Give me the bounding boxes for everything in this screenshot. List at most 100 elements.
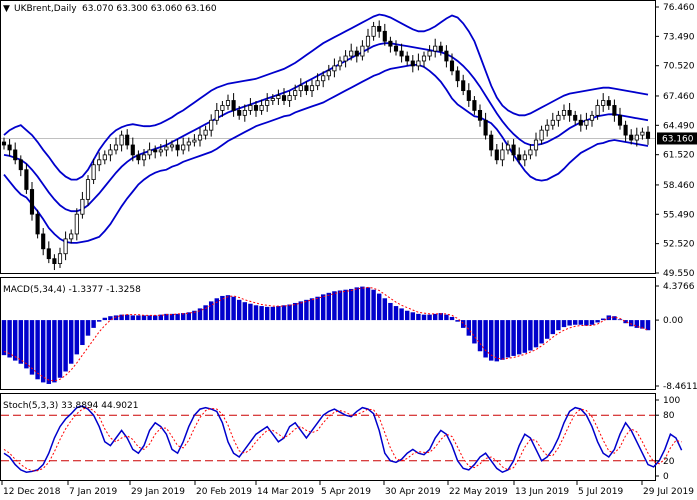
macd-histogram-bar	[208, 301, 214, 321]
macd-histogram-bar	[46, 320, 52, 384]
macd-histogram-bar	[102, 317, 108, 321]
candle-bear	[511, 144, 516, 156]
macd-histogram-bar	[85, 320, 91, 336]
stoch-tick-label: 80	[663, 411, 675, 421]
macd-histogram-bar	[270, 306, 276, 321]
candle-bull	[225, 100, 231, 106]
x-tick-label: 22 May 2019	[449, 487, 508, 497]
macd-histogram-bar	[544, 320, 550, 339]
macd-histogram-bar	[483, 320, 488, 358]
macd-histogram-bar	[500, 320, 505, 360]
candle-bull	[57, 253, 63, 265]
macd-histogram-bar	[466, 320, 472, 336]
macd-tick-label: 4.3766	[663, 282, 695, 292]
x-tick-label: 7 Jan 2019	[69, 487, 117, 497]
candle-bull	[640, 131, 645, 136]
candle-bear	[125, 134, 130, 146]
macd-histogram-bar	[236, 299, 242, 321]
dropdown-triangle-icon[interactable]: ▼	[3, 4, 10, 14]
stoch-signal-line	[3, 407, 682, 472]
candle-bear	[354, 50, 359, 57]
macd-histogram-bar	[281, 305, 287, 321]
macd-histogram-bar	[410, 312, 416, 321]
macd-histogram-bar	[438, 313, 444, 321]
candle-bull	[197, 134, 203, 141]
macd-histogram-bar	[354, 287, 360, 321]
candle-bull	[545, 124, 550, 131]
macd-tick-label: -8.4611	[663, 382, 697, 392]
macd-histogram-bar	[63, 320, 68, 372]
macd-histogram-bar	[203, 305, 208, 321]
candle-bull	[500, 149, 505, 161]
candle-bull	[298, 85, 303, 92]
price-tick-label: 64.490	[663, 121, 695, 131]
macd-histogram-bar	[264, 306, 270, 321]
macd-histogram-bar	[612, 316, 617, 321]
candle-bear	[13, 149, 18, 161]
macd-histogram-bar	[382, 298, 388, 321]
candle-bull	[433, 45, 438, 52]
candle-bear	[52, 258, 57, 265]
x-tick-label: 5 Apr 2019	[321, 487, 371, 497]
candle-bull	[293, 90, 298, 96]
macd-histogram-bar	[1, 320, 7, 356]
x-tick-label: 5 Jul 2019	[578, 487, 623, 497]
macd-histogram-bar	[640, 320, 645, 329]
x-tick-label: 29 Jan 2019	[131, 487, 185, 497]
candle-bull	[360, 45, 365, 57]
macd-histogram-bar	[242, 302, 248, 321]
candle-bull	[203, 129, 208, 136]
candle-bull	[242, 109, 247, 116]
candle-bull	[69, 233, 74, 240]
macd-histogram-bar	[371, 289, 376, 321]
stoch-tick-label: 0	[663, 472, 669, 482]
candle-bear	[489, 134, 494, 151]
x-tick-label: 29 Jul 2019	[643, 487, 694, 497]
candle-bear	[399, 50, 404, 57]
candle-bull	[601, 100, 606, 106]
macd-histogram-bar	[315, 296, 320, 321]
macd-histogram-bar	[164, 313, 169, 321]
macd-histogram-bar	[393, 306, 399, 321]
macd-plot	[1, 286, 651, 384]
macd-histogram-bar	[57, 320, 63, 378]
stoch-main-line	[3, 405, 683, 474]
macd-histogram-bar	[455, 320, 460, 322]
macd-histogram-bar	[292, 302, 298, 321]
macd-histogram-bar	[175, 313, 180, 321]
macd-histogram-bar	[220, 295, 225, 321]
macd-histogram-bar	[449, 316, 455, 321]
candle-bull	[427, 50, 432, 57]
candle-bull	[214, 109, 219, 121]
candle-bear	[472, 100, 477, 111]
macd-histogram-bar	[52, 320, 57, 383]
macd-tick-label: 0.00	[663, 316, 683, 326]
stoch-panel-frame	[0, 393, 656, 481]
candle-bull	[528, 149, 533, 156]
price-tick-label: 49.550	[663, 269, 695, 279]
candle-bear	[455, 70, 460, 82]
candle-bull	[309, 85, 315, 92]
x-tick-label: 13 Jun 2019	[515, 487, 569, 497]
macd-histogram-bar	[348, 288, 354, 321]
candle-bull	[421, 55, 427, 62]
candle-bear	[573, 114, 578, 121]
macd-histogram-bar	[589, 320, 595, 325]
macd-histogram-bar	[35, 320, 40, 380]
candle-bull	[265, 100, 270, 106]
candle-bear	[388, 40, 393, 47]
macd-histogram-bar	[180, 313, 186, 321]
macd-histogram-bar	[130, 315, 136, 321]
candle-bull	[192, 139, 197, 143]
candle-bull	[416, 60, 421, 67]
candle-bull	[181, 144, 186, 151]
candle-bull	[365, 35, 371, 47]
candle-bear	[629, 134, 634, 141]
macd-histogram-bar	[96, 320, 102, 322]
candle-bear	[130, 144, 135, 156]
candle-bear	[304, 85, 309, 92]
candle-bull	[270, 98, 275, 101]
candle-bull	[337, 60, 343, 67]
macd-histogram-bar	[595, 320, 600, 323]
candle-bear	[405, 55, 410, 62]
